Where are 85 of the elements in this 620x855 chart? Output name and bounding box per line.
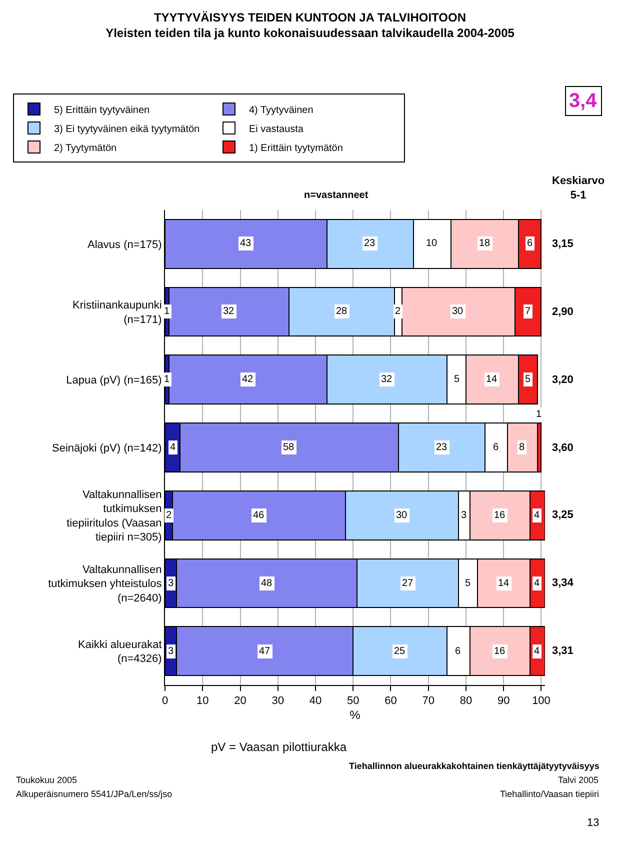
x-tick-label: 70 <box>422 695 434 708</box>
text: Alkuperäisnumero 5541/JPa/Len/ss/jso <box>16 789 172 799</box>
data-label: 25 <box>394 646 406 657</box>
data-label: 4 <box>534 578 540 589</box>
x-axis-title: % <box>350 708 361 722</box>
x-tick-label: 80 <box>460 695 472 708</box>
data-label: 18 <box>479 238 491 249</box>
data-label: 1 <box>536 409 542 420</box>
data-label: 4 <box>534 510 540 521</box>
data-label: 27 <box>402 578 414 589</box>
data-label: 5 <box>465 578 471 589</box>
legend-label: 3) Ei tyytyväinen eikä tyytymätön <box>54 124 200 135</box>
data-label: 48 <box>261 578 273 589</box>
data-label: 23 <box>436 442 448 453</box>
data-label: 58 <box>283 442 295 453</box>
data-label: 3 <box>461 510 467 521</box>
data-label: 14 <box>498 578 510 589</box>
text: 3,25 <box>552 509 574 521</box>
data-label: 32 <box>381 374 393 385</box>
y-tick-label: Valtakunnallisen tutkimuksen tiepiiritulos (Vaasan tiepiiri n=305) <box>66 488 162 544</box>
text: 2,90 <box>552 306 574 318</box>
text: 3,31 <box>552 645 574 657</box>
data-label: 42 <box>242 374 254 385</box>
text: 3,4 <box>569 90 598 112</box>
y-tick-label: Seinäjoki (pV) (n=142) <box>52 442 162 454</box>
y-tick-label: Alavus (n=175) <box>88 238 162 251</box>
legend-label: 4) Tyytyväinen <box>249 104 314 116</box>
data-label: 30 <box>396 510 408 521</box>
text: 3,20 <box>552 374 574 386</box>
x-tick-label: 50 <box>346 695 360 708</box>
data-label: 23 <box>364 238 376 249</box>
data-label: 4 <box>170 442 176 453</box>
y-tick-label: Valtakunnallisen tutkimuksen yhteistulos (n=2640) <box>48 564 162 604</box>
data-label: 4 <box>534 646 540 657</box>
data-label: 5 <box>454 374 460 385</box>
text: Tiehallinnon alueurakkakohtainen tienkäyttäjätyytyväisyys <box>349 761 600 771</box>
x-tick-label: 30 <box>272 695 284 708</box>
x-tick-label: 10 <box>196 695 209 708</box>
data-label: 1 <box>164 374 170 385</box>
text: 13 <box>587 817 600 829</box>
x-tick-label: 60 <box>384 695 397 708</box>
x-tick-label: 40 <box>309 695 322 708</box>
text: 3,60 <box>552 442 574 454</box>
data-label: 14 <box>486 374 498 385</box>
data-label: 43 <box>240 238 252 249</box>
data-label: 16 <box>494 646 506 657</box>
data-label: 47 <box>259 646 271 657</box>
data-label: 1 <box>164 306 170 317</box>
text: pV = Vaasan pilottiurakka <box>211 740 347 754</box>
y-tick-label: Lapua (pV) (n=165) <box>66 374 162 386</box>
text: Keskiarvo 5-1 <box>552 175 605 202</box>
data-label: 6 <box>455 646 461 657</box>
data-label: 28 <box>336 306 348 317</box>
data-label: 3 <box>168 646 174 657</box>
text: n=vastanneet <box>304 190 369 201</box>
data-label: 8 <box>519 442 525 453</box>
data-label: 30 <box>452 306 464 317</box>
data-label: 3 <box>168 578 174 589</box>
x-tick-label: 0 <box>162 695 168 708</box>
data-label: 6 <box>493 442 499 453</box>
data-label: 7 <box>525 306 531 317</box>
data-label: 2 <box>166 510 172 521</box>
data-label: 10 <box>426 238 438 249</box>
text: Toukokuu 2005 <box>16 775 78 785</box>
data-label: 32 <box>223 306 235 317</box>
x-tick-label: 90 <box>497 695 510 708</box>
text: 3,15 <box>552 238 574 250</box>
legend-label: Ei vastausta <box>249 124 304 135</box>
chart-subtitle: Yleisten teiden tila ja kunto kokonaisuudessaan talvikaudella 2004-2005 <box>106 26 515 40</box>
data-label: 16 <box>494 510 506 521</box>
text: 3,34 <box>552 577 574 589</box>
data-label: 2 <box>395 306 401 317</box>
data-label: 6 <box>527 238 533 249</box>
text: Talvi 2005 <box>558 775 599 785</box>
legend-label: 1) Erittäin tyytymätön <box>249 142 343 154</box>
chart-title: TYYTYVÄISYYS TEIDEN KUNTOON JA TALVIHOITOON <box>154 10 466 24</box>
x-tick-label: 100 <box>532 695 550 708</box>
x-tick-label: 20 <box>234 695 246 708</box>
y-tick-label: Kaikki alueurakat (n=4326) <box>78 638 162 666</box>
y-tick-label: Kristiinankaupunki (n=171) <box>72 299 162 326</box>
text: Tiehallinto/Vaasan tiepiiri <box>500 789 600 799</box>
data-label: 46 <box>253 510 265 521</box>
legend-label: 2) Tyytymätön <box>54 142 117 154</box>
data-label: 5 <box>525 374 531 385</box>
legend-label: 5) Erittäin tyytyväinen <box>54 104 150 116</box>
